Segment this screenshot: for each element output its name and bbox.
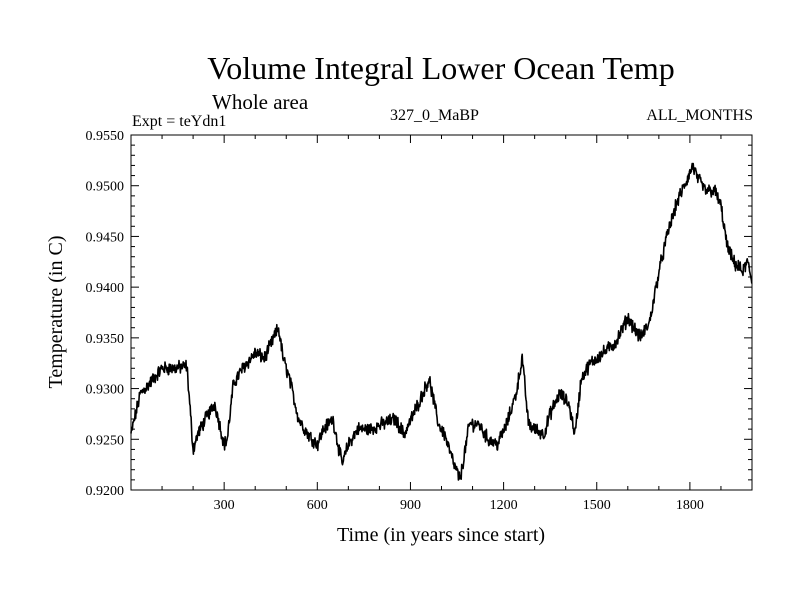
x-tick-label: 1500 <box>583 498 611 513</box>
y-tick-label: 0.9200 <box>86 484 125 499</box>
x-tick-label: 300 <box>214 498 235 513</box>
chart-subtitle: Whole area <box>212 90 309 114</box>
experiment-label: Expt = teYdn1 <box>132 113 227 130</box>
series-line <box>130 162 753 481</box>
y-tick-label: 0.9550 <box>86 129 125 144</box>
y-axis-title: Temperature (in C) <box>45 236 67 389</box>
plot-frame <box>130 134 753 491</box>
y-tick-label: 0.9400 <box>86 281 125 296</box>
months-label: ALL_MONTHS <box>646 107 753 124</box>
x-tick-label: 1200 <box>490 498 518 513</box>
y-tick-label: 0.9250 <box>86 433 125 448</box>
chart-title: Volume Integral Lower Ocean Temp <box>207 50 675 86</box>
y-tick-label: 0.9500 <box>86 180 125 195</box>
x-tick-label: 600 <box>307 498 328 513</box>
y-tick-label: 0.9300 <box>86 383 125 398</box>
y-tick-label: 0.9450 <box>86 230 125 245</box>
x-tick-label: 1800 <box>676 498 704 513</box>
x-axis-title: Time (in years since start) <box>337 524 545 546</box>
y-tick-label: 0.9350 <box>86 332 125 347</box>
x-tick-label: 900 <box>400 498 421 513</box>
period-label: 327_0_MaBP <box>390 107 479 124</box>
